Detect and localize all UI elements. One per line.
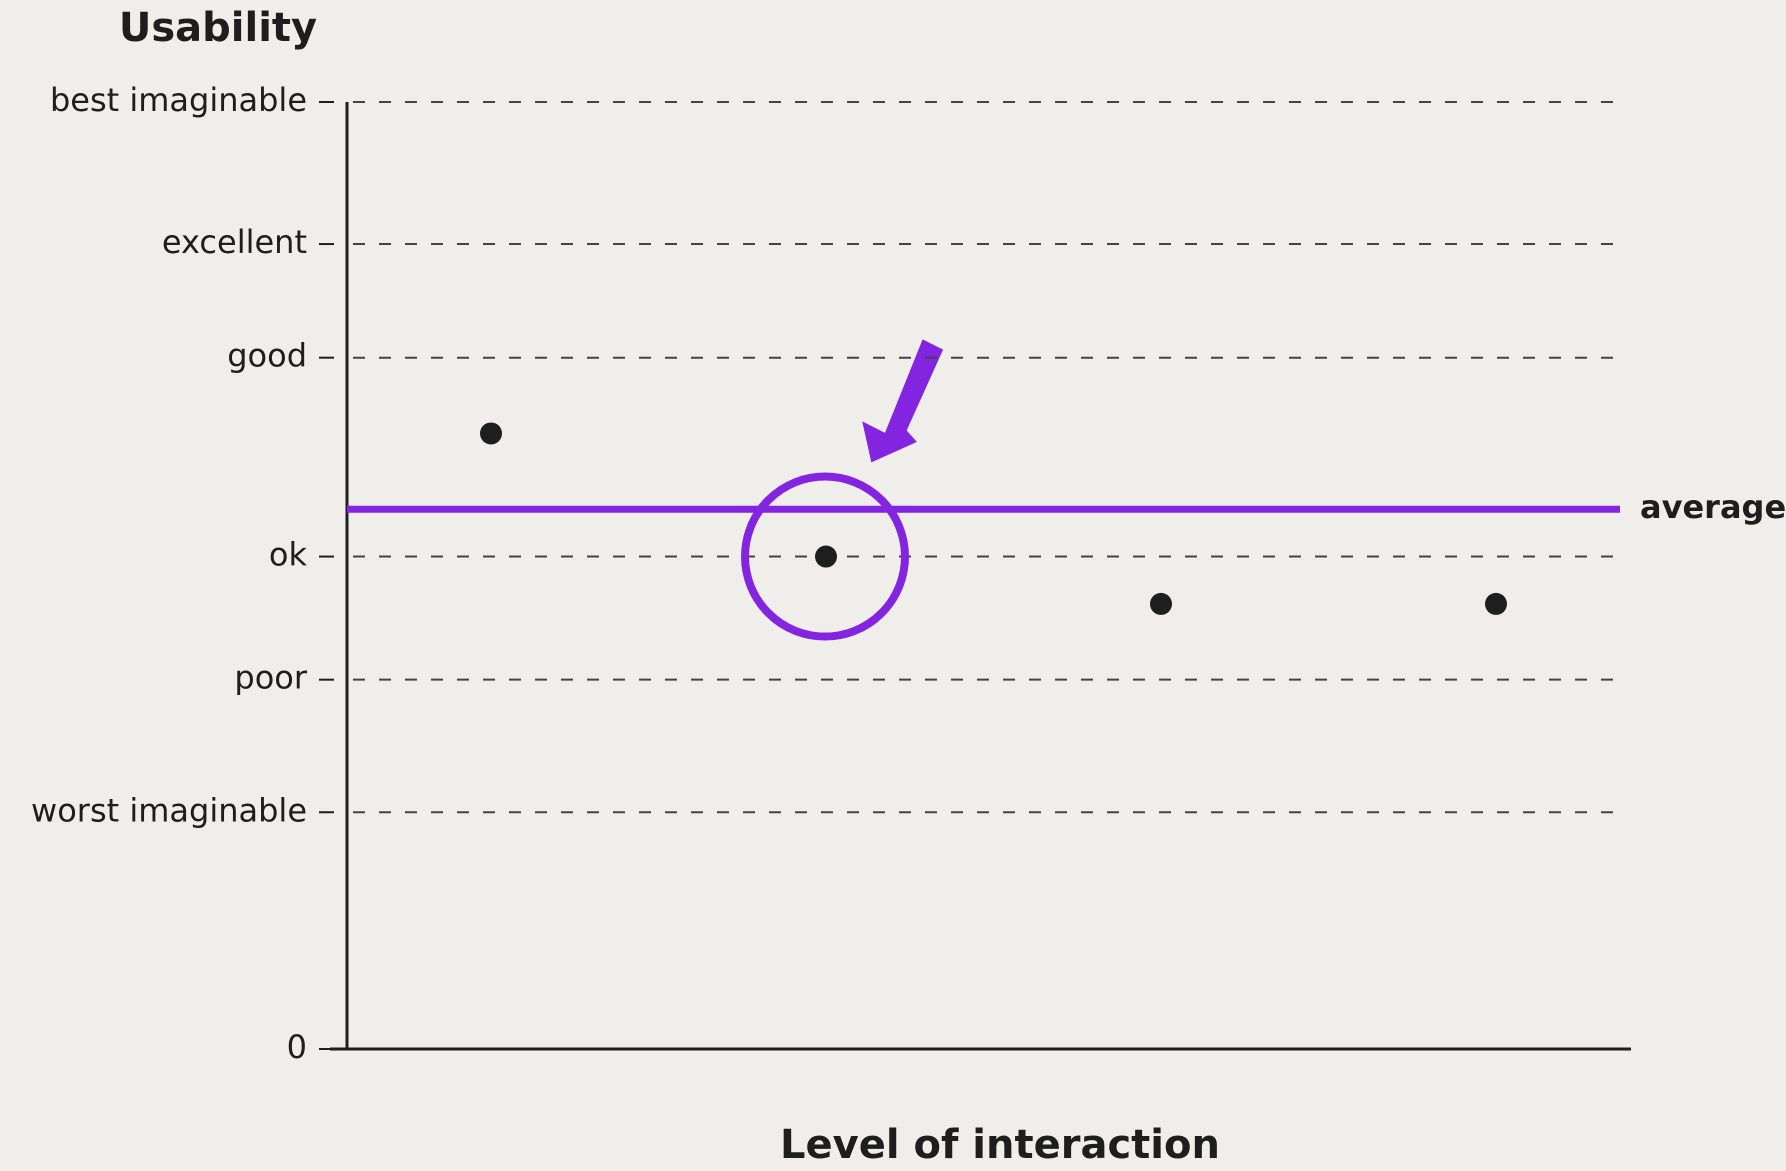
- y-tick-label: poor: [234, 659, 307, 697]
- y-tick-label: excellent: [162, 223, 307, 261]
- average-label: average: [1640, 488, 1786, 526]
- point: [1150, 592, 1172, 615]
- x-axis-title: Level of interaction: [780, 1122, 1220, 1168]
- arrow: [862, 339, 944, 463]
- point: [480, 422, 502, 445]
- highlight-circle: [741, 472, 909, 641]
- point: [815, 545, 837, 568]
- point: [1485, 592, 1507, 615]
- y-tick-label: good: [227, 337, 307, 375]
- y-tick-label: best imaginable: [50, 81, 307, 119]
- y-axis-title: Usability: [119, 5, 317, 51]
- y-tick-label: 0: [287, 1028, 307, 1066]
- y-tick-label: worst imaginable: [31, 791, 307, 829]
- y-tick-label: ok: [269, 536, 308, 574]
- arrow-shape: [862, 339, 944, 463]
